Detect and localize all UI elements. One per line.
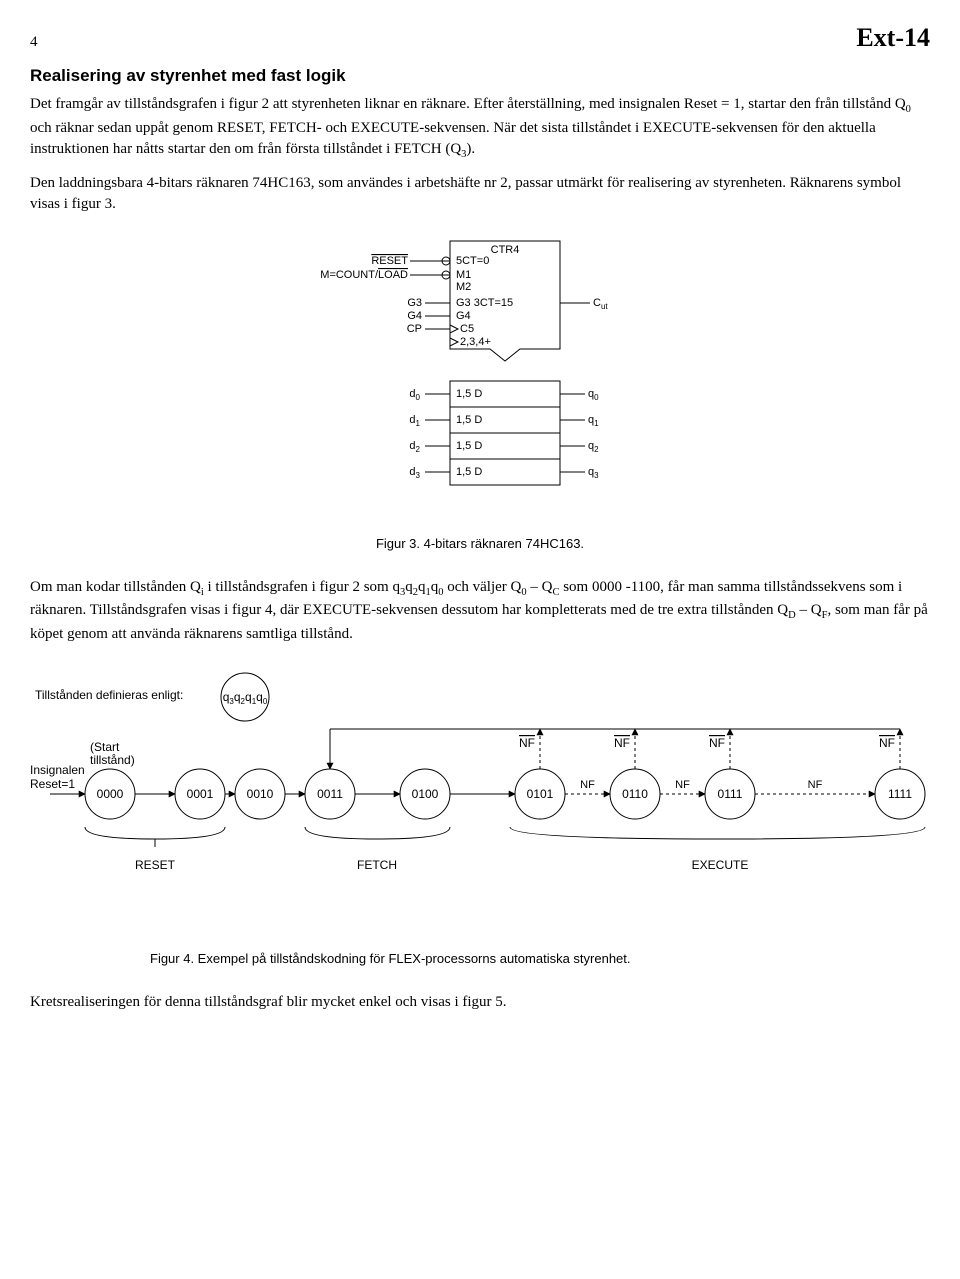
svg-text:d3: d3: [409, 466, 420, 480]
paragraph-1: Det framgår av tillståndsgrafen i figur …: [30, 94, 930, 162]
svg-text:(Start: (Start: [90, 740, 120, 754]
svg-text:G4: G4: [456, 310, 471, 322]
svg-text:Cut: Cut: [593, 297, 608, 311]
svg-text:M1: M1: [456, 269, 471, 281]
svg-text:0110: 0110: [622, 787, 648, 801]
svg-text:M2: M2: [456, 281, 471, 293]
svg-text:2,3,4+: 2,3,4+: [460, 336, 491, 348]
svg-text:0010: 0010: [247, 787, 274, 801]
figure-4: Tillstånden definieras enligt: q3q2q1q0 …: [30, 669, 930, 936]
svg-text:NF: NF: [808, 779, 823, 791]
state-graph-diagram: Tillstånden definieras enligt: q3q2q1q0 …: [30, 669, 930, 929]
svg-text:RESET: RESET: [135, 858, 176, 872]
svg-text:0000: 0000: [97, 787, 124, 801]
svg-text:0001: 0001: [187, 787, 214, 801]
svg-text:tillstånd): tillstånd): [90, 753, 135, 767]
svg-text:NF: NF: [675, 779, 690, 791]
doc-label: Ext-14: [856, 20, 930, 56]
svg-text:d1: d1: [409, 414, 420, 428]
page-number: 4: [30, 32, 38, 53]
paragraph-3: Om man kodar tillstånden Qi i tillstånds…: [30, 577, 930, 645]
svg-text:G4: G4: [407, 310, 422, 322]
svg-text:Insignalen: Insignalen: [30, 763, 85, 777]
svg-text:G3: G3: [407, 297, 422, 309]
svg-text:RESET: RESET: [371, 255, 408, 267]
svg-text:M=COUNT/LOAD: M=COUNT/LOAD: [320, 269, 408, 281]
svg-text:CTR4: CTR4: [491, 244, 520, 256]
svg-text:NF: NF: [519, 736, 535, 750]
svg-text:q3q2q1q0: q3q2q1q0: [223, 690, 268, 706]
svg-text:q1: q1: [588, 414, 599, 428]
figure-3: CTR4 RESET 5CT=0 M=COUNT/LOAD M1 M2 G3 G…: [30, 231, 930, 521]
svg-text:EXECUTE: EXECUTE: [692, 858, 749, 872]
svg-text:CP: CP: [407, 323, 422, 335]
svg-text:1,5 D: 1,5 D: [456, 388, 482, 400]
svg-text:q2: q2: [588, 440, 599, 454]
section-title: Realisering av styrenhet med fast logik: [30, 64, 930, 88]
figure-4-caption: Figur 4. Exempel på tillståndskodning fö…: [150, 950, 930, 968]
figure-3-caption: Figur 3. 4-bitars räknaren 74HC163.: [30, 535, 930, 553]
svg-text:0101: 0101: [527, 787, 554, 801]
svg-text:d2: d2: [409, 440, 420, 454]
svg-text:NF: NF: [879, 736, 895, 750]
svg-text:Reset=1: Reset=1: [30, 777, 75, 791]
svg-text:5CT=0: 5CT=0: [456, 255, 489, 267]
svg-text:Tillstånden definieras enligt:: Tillstånden definieras enligt:: [35, 688, 183, 702]
svg-text:q0: q0: [588, 388, 599, 402]
svg-text:1,5 D: 1,5 D: [456, 414, 482, 426]
svg-text:1111: 1111: [888, 787, 912, 801]
svg-text:NF: NF: [580, 779, 595, 791]
svg-text:1,5 D: 1,5 D: [456, 466, 482, 478]
svg-text:0011: 0011: [317, 787, 343, 801]
svg-text:0100: 0100: [412, 787, 439, 801]
svg-text:d0: d0: [409, 388, 420, 402]
page-header: 4 Ext-14: [30, 20, 930, 56]
svg-text:NF: NF: [709, 736, 725, 750]
svg-text:G3 3CT=15: G3 3CT=15: [456, 297, 513, 309]
counter-diagram: CTR4 RESET 5CT=0 M=COUNT/LOAD M1 M2 G3 G…: [320, 231, 640, 521]
svg-text:0111: 0111: [718, 787, 743, 801]
paragraph-2: Den laddningsbara 4-bitars räknaren 74HC…: [30, 173, 930, 215]
svg-text:q3: q3: [588, 466, 599, 480]
paragraph-4: Kretsrealiseringen för denna tillståndsg…: [30, 992, 930, 1013]
svg-text:FETCH: FETCH: [357, 858, 397, 872]
svg-text:1,5 D: 1,5 D: [456, 440, 482, 452]
svg-text:C5: C5: [460, 323, 474, 335]
svg-text:NF: NF: [614, 736, 630, 750]
